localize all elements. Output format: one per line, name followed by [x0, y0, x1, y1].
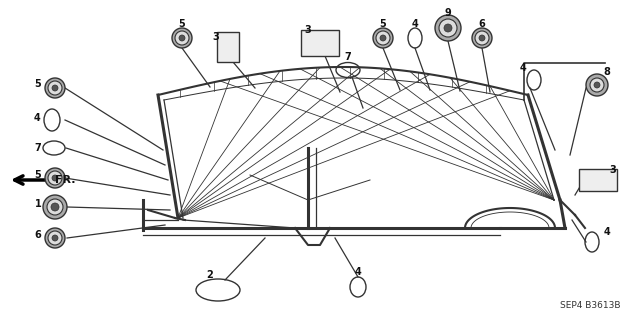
Text: 5: 5 — [179, 19, 186, 29]
Text: 9: 9 — [445, 8, 451, 18]
Text: 4: 4 — [520, 63, 526, 73]
Circle shape — [590, 78, 604, 92]
Circle shape — [45, 228, 65, 248]
Text: 1: 1 — [35, 199, 42, 209]
Text: FR.: FR. — [55, 175, 76, 185]
Circle shape — [376, 31, 390, 45]
Circle shape — [475, 31, 489, 45]
Circle shape — [380, 35, 386, 41]
Circle shape — [52, 85, 58, 91]
Text: 6: 6 — [35, 230, 42, 240]
Circle shape — [594, 82, 600, 88]
Text: 7: 7 — [35, 143, 42, 153]
Circle shape — [52, 175, 58, 181]
Circle shape — [373, 28, 393, 48]
Circle shape — [48, 171, 62, 185]
Circle shape — [52, 235, 58, 241]
Circle shape — [472, 28, 492, 48]
Text: 2: 2 — [207, 270, 213, 280]
Text: 4: 4 — [604, 227, 611, 237]
Text: 8: 8 — [604, 67, 611, 77]
Text: 5: 5 — [35, 170, 42, 180]
Circle shape — [175, 31, 189, 45]
Circle shape — [48, 231, 62, 245]
Text: 3: 3 — [305, 25, 312, 35]
Circle shape — [172, 28, 192, 48]
Text: 5: 5 — [380, 19, 387, 29]
Circle shape — [435, 15, 461, 41]
Text: 6: 6 — [479, 19, 485, 29]
FancyBboxPatch shape — [217, 32, 239, 62]
Circle shape — [479, 35, 485, 41]
Text: 7: 7 — [344, 52, 351, 62]
FancyBboxPatch shape — [301, 30, 339, 56]
Text: SEP4 B3613B: SEP4 B3613B — [559, 301, 620, 310]
Circle shape — [586, 74, 608, 96]
FancyBboxPatch shape — [579, 169, 617, 191]
Text: 4: 4 — [355, 267, 362, 277]
Text: 5: 5 — [35, 79, 42, 89]
Circle shape — [45, 78, 65, 98]
Text: 3: 3 — [610, 165, 616, 175]
Text: 4: 4 — [34, 113, 40, 123]
Text: 4: 4 — [412, 19, 419, 29]
Circle shape — [45, 168, 65, 188]
Circle shape — [47, 199, 63, 215]
Circle shape — [179, 35, 185, 41]
Circle shape — [48, 81, 62, 95]
Circle shape — [43, 195, 67, 219]
Circle shape — [51, 203, 59, 211]
Circle shape — [439, 19, 457, 37]
Text: 3: 3 — [212, 32, 220, 42]
Circle shape — [444, 24, 452, 32]
